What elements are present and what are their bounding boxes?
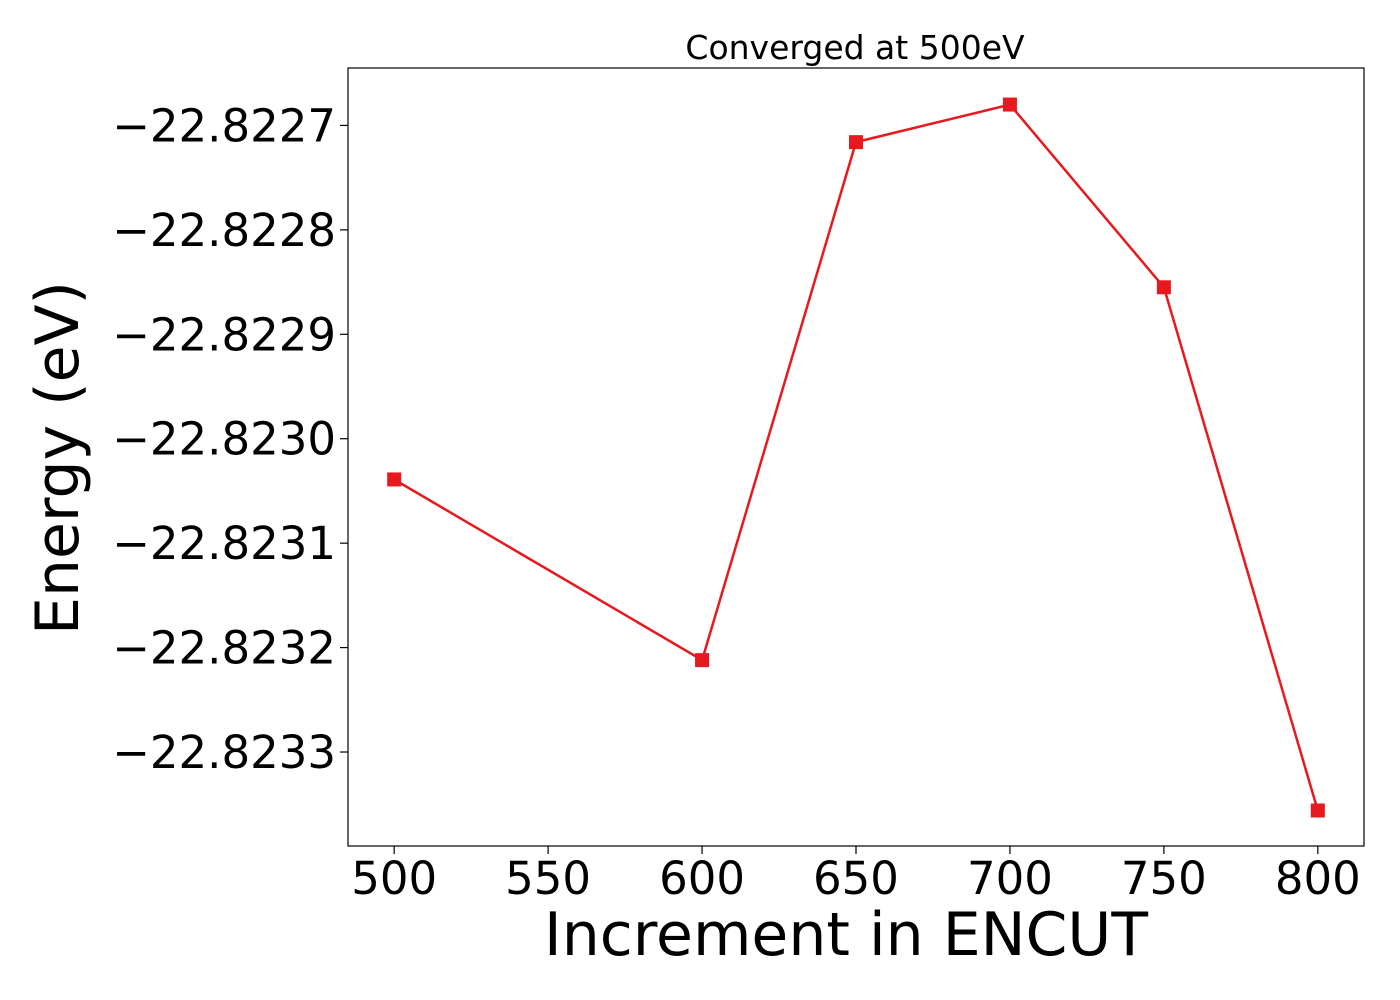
data-point-marker (1156, 280, 1171, 295)
x-tick-label: 600 (659, 852, 745, 905)
y-tick-label: −22.8233 (112, 726, 336, 779)
chart-title: Converged at 500eV (685, 28, 1025, 67)
y-axis: −22.8227 −22.8228 −22.8229 −22.8230 −22.8231… (112, 99, 348, 779)
y-axis-label: Energy (eV) (23, 281, 93, 635)
y-tick-label: −22.8231 (112, 517, 336, 570)
y-tick-label: −22.8230 (112, 413, 336, 466)
x-axis-label: Increment in ENCUT (544, 900, 1148, 970)
series-line (393, 103, 1319, 811)
data-point-marker (1002, 97, 1017, 112)
x-tick-label: 800 (1275, 852, 1361, 905)
data-point-marker (695, 653, 710, 668)
y-tick-label: −22.8227 (112, 99, 336, 152)
x-tick-label: 650 (813, 852, 899, 905)
series-layer (387, 97, 1325, 818)
x-axis: 500 550 600 650 700 750 800 (351, 846, 1361, 905)
data-point-marker (1310, 803, 1325, 818)
data-point-marker (387, 472, 402, 487)
x-tick-label: 700 (967, 852, 1053, 905)
y-tick-label: −22.8228 (112, 204, 336, 257)
x-tick-label: 550 (505, 852, 591, 905)
x-tick-label: 750 (1121, 852, 1207, 905)
y-tick-label: −22.8229 (112, 308, 336, 361)
y-tick-label: −22.8232 (112, 622, 336, 675)
data-point-marker (849, 135, 863, 150)
plot-frame (347, 67, 1365, 847)
x-tick-label: 500 (351, 852, 437, 905)
